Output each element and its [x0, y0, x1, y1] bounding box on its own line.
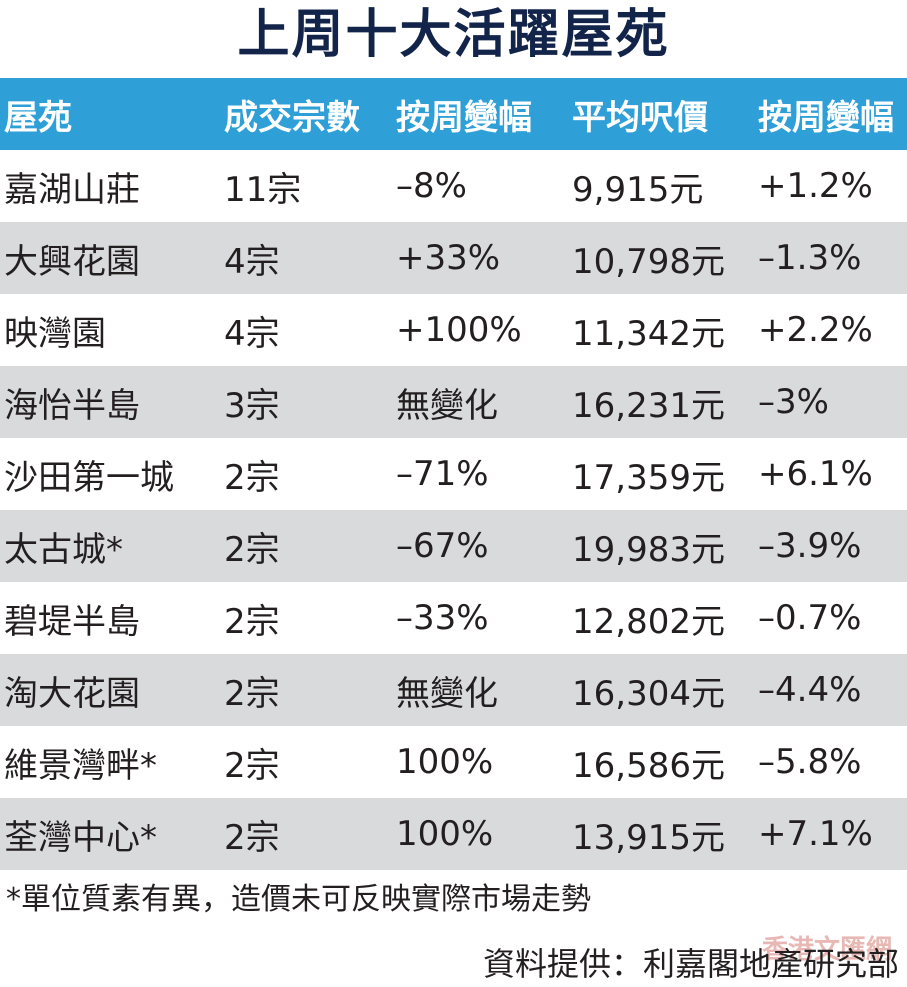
estate-name: 淘大花園 [4, 673, 140, 714]
weekly-change: 100% [396, 814, 494, 854]
weekly-change: +33% [396, 238, 501, 278]
header-weekly-change: 按周變幅 [396, 97, 532, 138]
avg-price: 17,359元 [572, 457, 725, 498]
table-row: 映灣園 4宗 +100% 11,342元 +2.2% [0, 294, 907, 366]
price-change: –0.7% [758, 598, 862, 638]
estate-name: 碧堤半島 [4, 601, 140, 642]
avg-price: 10,798元 [572, 241, 725, 282]
watermark-text: 香港文匯網 [762, 934, 892, 965]
page-title: 上周十大活躍屋苑 [237, 5, 670, 65]
estate-name: 大興花園 [4, 241, 140, 282]
avg-price: 13,915元 [572, 817, 725, 858]
transaction-count: 2宗 [224, 457, 280, 498]
transaction-count: 2宗 [224, 529, 280, 570]
transaction-count: 2宗 [224, 745, 280, 786]
source-credit: 資料提供：利嘉閣地產研究部 [482, 945, 899, 983]
estate-name: 維景灣畔* [4, 745, 157, 786]
estate-table: 屋苑 成交宗數 按周變幅 平均呎價 按周變幅 嘉湖山莊 11宗 –8% 9,915元 +… [0, 78, 907, 870]
price-change: +6.1% [758, 454, 873, 494]
avg-price: 11,342元 [572, 313, 725, 354]
watermark-logo: 香港文匯網 [762, 934, 892, 965]
table-row: 太古城* 2宗 –67% 19,983元 –3.9% [0, 510, 907, 582]
weekly-change: –33% [396, 598, 489, 638]
avg-price: 16,304元 [572, 673, 725, 714]
price-change: –4.4% [758, 670, 862, 710]
weekly-change: –71% [396, 454, 489, 494]
estate-name: 太古城* [4, 529, 123, 570]
price-change: –5.8% [758, 742, 862, 782]
avg-price: 16,231元 [572, 385, 725, 426]
weekly-change: –8% [396, 166, 467, 206]
price-change: +2.2% [758, 310, 873, 350]
weekly-change: –67% [396, 526, 489, 566]
footnote: *單位質素有異，造價未可反映實際市場走勢 [6, 882, 591, 917]
estate-name: 沙田第一城 [4, 457, 174, 498]
estate-name: 海怡半島 [4, 385, 140, 426]
transaction-count: 2宗 [224, 601, 280, 642]
avg-price: 19,983元 [572, 529, 725, 570]
table-row: 海怡半島 3宗 無變化 16,231元 –3% [0, 366, 907, 438]
table-row: 沙田第一城 2宗 –71% 17,359元 +6.1% [0, 438, 907, 510]
table-header-row: 屋苑 成交宗數 按周變幅 平均呎價 按周變幅 [0, 78, 907, 150]
transaction-count: 4宗 [224, 313, 280, 354]
estate-name: 映灣園 [4, 313, 106, 354]
table-row: 淘大花園 2宗 無變化 16,304元 –4.4% [0, 654, 907, 726]
table-row: 碧堤半島 2宗 –33% 12,802元 –0.7% [0, 582, 907, 654]
avg-price: 9,915元 [572, 169, 704, 210]
avg-price: 16,586元 [572, 745, 725, 786]
estate-name: 荃灣中心* [4, 817, 157, 858]
weekly-change: 無變化 [396, 673, 498, 714]
avg-price: 12,802元 [572, 601, 725, 642]
table-row: 嘉湖山莊 11宗 –8% 9,915元 +1.2% [0, 150, 907, 222]
price-change: –3.9% [758, 526, 862, 566]
price-change: –3% [758, 382, 829, 422]
transaction-count: 2宗 [224, 817, 280, 858]
transaction-count: 2宗 [224, 673, 280, 714]
header-transactions: 成交宗數 [224, 97, 360, 138]
table-row: 荃灣中心* 2宗 100% 13,915元 +7.1% [0, 798, 907, 870]
header-avg-price: 平均呎價 [572, 97, 708, 138]
weekly-change: 無變化 [396, 385, 498, 426]
price-change: +7.1% [758, 814, 873, 854]
estate-name: 嘉湖山莊 [4, 169, 140, 210]
header-estate: 屋苑 [4, 97, 72, 138]
table-row: 維景灣畔* 2宗 100% 16,586元 –5.8% [0, 726, 907, 798]
header-price-change: 按周變幅 [758, 97, 894, 138]
price-change: –1.3% [758, 238, 862, 278]
transaction-count: 4宗 [224, 241, 280, 282]
transaction-count: 3宗 [224, 385, 280, 426]
price-change: +1.2% [758, 166, 873, 206]
table-row: 大興花園 4宗 +33% 10,798元 –1.3% [0, 222, 907, 294]
weekly-change: +100% [396, 310, 522, 350]
table-body: 嘉湖山莊 11宗 –8% 9,915元 +1.2% 大興花園 4宗 +33% 10,798元 –1… [0, 150, 907, 870]
transaction-count: 11宗 [224, 169, 302, 210]
weekly-change: 100% [396, 742, 494, 782]
